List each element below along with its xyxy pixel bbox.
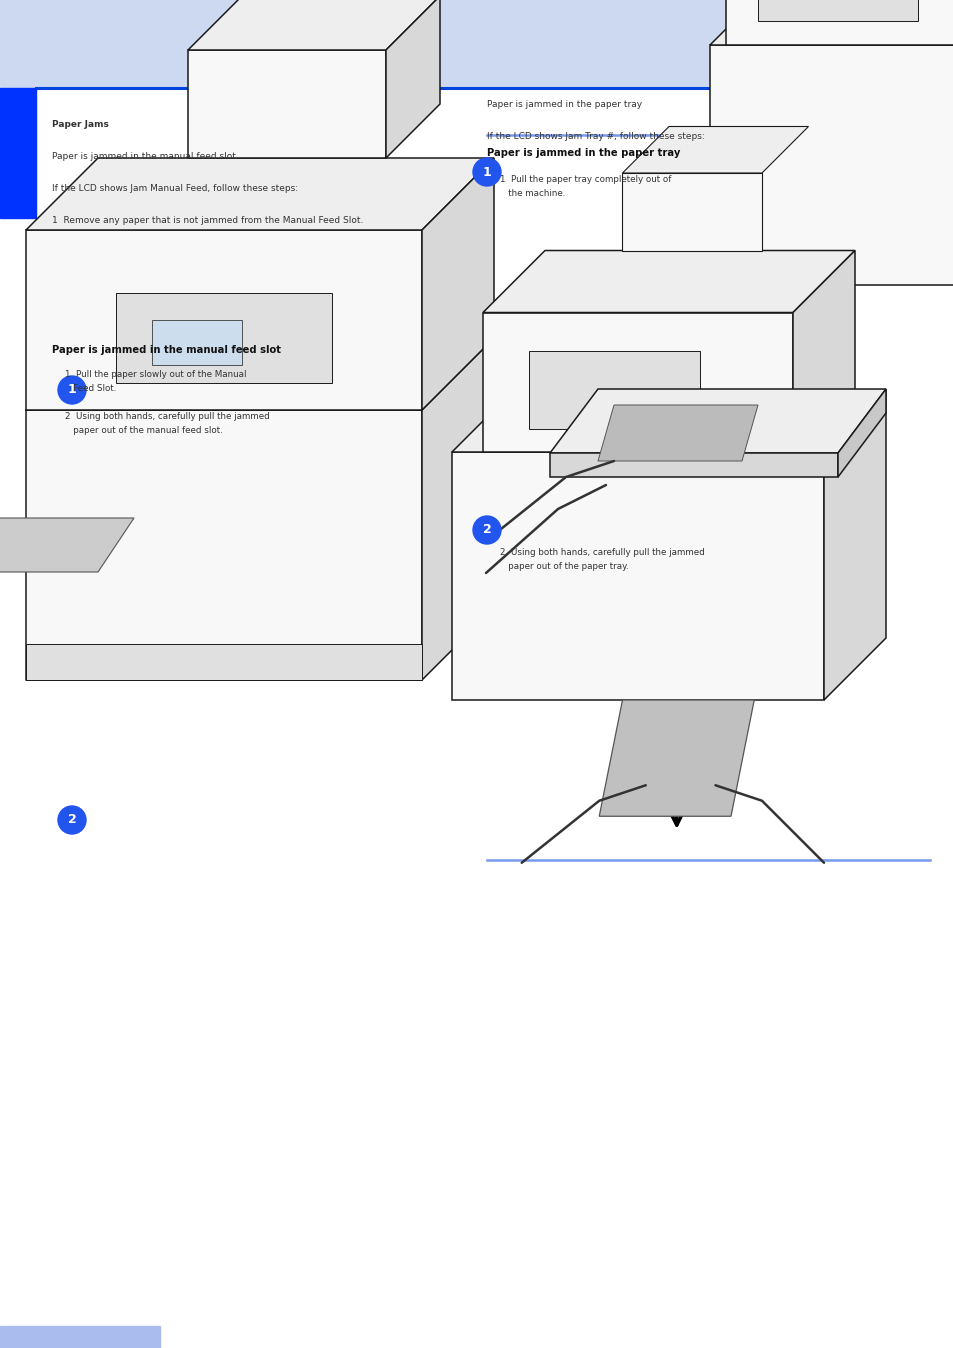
Text: 1  Remove any paper that is not jammed from the Manual Feed Slot.: 1 Remove any paper that is not jammed fr… bbox=[52, 216, 363, 225]
Polygon shape bbox=[421, 158, 494, 410]
Text: 1  Pull the paper slowly out of the Manual: 1 Pull the paper slowly out of the Manua… bbox=[65, 369, 246, 379]
Polygon shape bbox=[823, 390, 885, 700]
Text: If the LCD shows Jam Manual Feed, follow these steps:: If the LCD shows Jam Manual Feed, follow… bbox=[52, 183, 297, 193]
Bar bbox=[529, 352, 700, 429]
Polygon shape bbox=[482, 251, 854, 313]
Text: If the LCD shows Jam Tray #, follow these steps:: If the LCD shows Jam Tray #, follow thes… bbox=[486, 132, 704, 142]
Bar bbox=[116, 293, 332, 383]
Text: 1: 1 bbox=[68, 383, 76, 396]
Polygon shape bbox=[709, 44, 953, 284]
Polygon shape bbox=[421, 338, 494, 679]
Text: Paper is jammed in the paper tray: Paper is jammed in the paper tray bbox=[486, 100, 641, 109]
Text: 2  Using both hands, carefully pull the jammed: 2 Using both hands, carefully pull the j… bbox=[65, 412, 270, 421]
Polygon shape bbox=[386, 0, 439, 158]
Polygon shape bbox=[26, 158, 494, 231]
Polygon shape bbox=[598, 404, 758, 461]
Polygon shape bbox=[482, 313, 792, 452]
Polygon shape bbox=[188, 50, 386, 158]
Polygon shape bbox=[837, 390, 885, 477]
Circle shape bbox=[58, 806, 86, 834]
Polygon shape bbox=[26, 410, 421, 679]
Circle shape bbox=[473, 516, 500, 545]
Circle shape bbox=[58, 376, 86, 404]
Text: 2: 2 bbox=[68, 813, 76, 826]
Polygon shape bbox=[792, 251, 854, 452]
Text: the machine.: the machine. bbox=[499, 189, 565, 198]
Bar bbox=[0, 88, 36, 218]
Bar bbox=[758, 0, 917, 22]
Text: paper out of the manual feed slot.: paper out of the manual feed slot. bbox=[65, 426, 222, 435]
Text: 1  Pull the paper tray completely out of: 1 Pull the paper tray completely out of bbox=[499, 175, 671, 183]
Text: 2: 2 bbox=[482, 523, 491, 537]
Text: Paper Jams: Paper Jams bbox=[52, 120, 109, 129]
Text: 2  Using both hands, carefully pull the jammed: 2 Using both hands, carefully pull the j… bbox=[499, 549, 704, 557]
Polygon shape bbox=[452, 452, 823, 700]
Polygon shape bbox=[26, 644, 421, 679]
Bar bbox=[0, 0, 953, 88]
Text: Paper is jammed in the manual feed slot: Paper is jammed in the manual feed slot bbox=[52, 152, 235, 160]
Text: 1: 1 bbox=[482, 166, 491, 178]
Polygon shape bbox=[452, 390, 885, 452]
Polygon shape bbox=[709, 0, 953, 44]
Text: Paper is jammed in the paper tray: Paper is jammed in the paper tray bbox=[486, 148, 679, 158]
Polygon shape bbox=[550, 390, 885, 453]
Text: Feed Slot.: Feed Slot. bbox=[65, 384, 116, 394]
Polygon shape bbox=[550, 453, 837, 477]
Text: Paper is jammed in the manual feed slot: Paper is jammed in the manual feed slot bbox=[52, 345, 281, 355]
Bar bbox=[0, 1326, 160, 1348]
Polygon shape bbox=[725, 0, 953, 44]
Polygon shape bbox=[26, 338, 494, 410]
Polygon shape bbox=[26, 231, 421, 410]
Polygon shape bbox=[598, 700, 754, 817]
Bar bbox=[152, 319, 242, 365]
Polygon shape bbox=[0, 518, 133, 572]
Text: paper out of the paper tray.: paper out of the paper tray. bbox=[499, 562, 628, 572]
Polygon shape bbox=[622, 173, 761, 251]
Polygon shape bbox=[188, 0, 439, 50]
Polygon shape bbox=[622, 127, 807, 173]
Circle shape bbox=[473, 158, 500, 186]
